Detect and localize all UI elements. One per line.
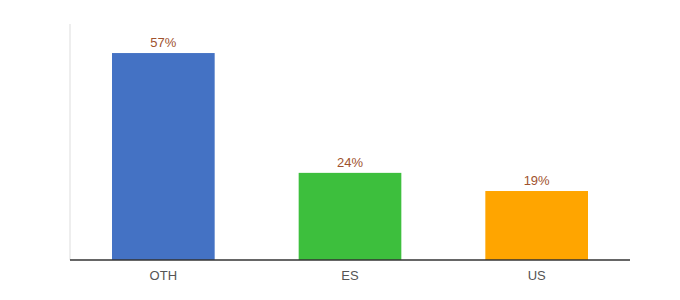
bar: [299, 173, 402, 260]
chart-container: 57% 24% 19% OTH ES US: [0, 0, 680, 300]
x-tick-label: OTH: [150, 268, 177, 283]
bars: [112, 53, 588, 260]
data-label: 57%: [150, 35, 176, 50]
bar: [112, 53, 215, 260]
x-tick-label: ES: [341, 268, 359, 283]
data-label: 24%: [337, 155, 363, 170]
chart: 57% 24% 19% OTH ES US: [0, 0, 680, 300]
y-range-line: [70, 24, 71, 260]
x-axis-line: [70, 259, 630, 261]
data-label: 19%: [524, 173, 550, 188]
bar: [485, 191, 588, 260]
x-tick-label: US: [528, 268, 546, 283]
